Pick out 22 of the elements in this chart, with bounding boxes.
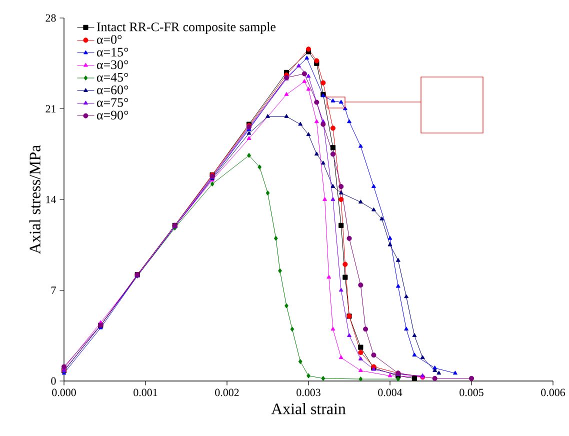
x-tick-label: 0.005 bbox=[460, 388, 484, 396]
legend-label: α=60° bbox=[96, 86, 128, 94]
legend-label: α=0° bbox=[96, 35, 122, 44]
y-axis-title: Axial stress/MPa bbox=[29, 145, 40, 254]
legend-label: α=90° bbox=[96, 110, 128, 120]
x-tick-label: 0.001 bbox=[134, 388, 158, 396]
x-tick-label: 0.004 bbox=[378, 388, 402, 396]
x-axis-title: Axial strain bbox=[271, 403, 346, 414]
legend-label: α=15° bbox=[96, 48, 128, 56]
x-tick-label: 0.003 bbox=[296, 388, 320, 396]
legend-label: α=75° bbox=[96, 98, 128, 107]
y-tick-label: 21 bbox=[46, 105, 56, 112]
x-tick-label: 0.002 bbox=[215, 388, 239, 396]
legend-label: Intact RR-C-FR composite sample bbox=[96, 22, 276, 34]
y-tick-label: 0 bbox=[51, 377, 56, 385]
x-tick-label: 0.006 bbox=[541, 388, 566, 396]
y-tick-label: 7 bbox=[51, 286, 56, 294]
x-tick-label: 0.000 bbox=[52, 388, 76, 396]
y-tick-label: 14 bbox=[46, 196, 56, 204]
legend-label: α=30° bbox=[96, 60, 128, 70]
y-tick-label: 28 bbox=[46, 14, 56, 22]
legend-label: α=45° bbox=[96, 72, 128, 82]
